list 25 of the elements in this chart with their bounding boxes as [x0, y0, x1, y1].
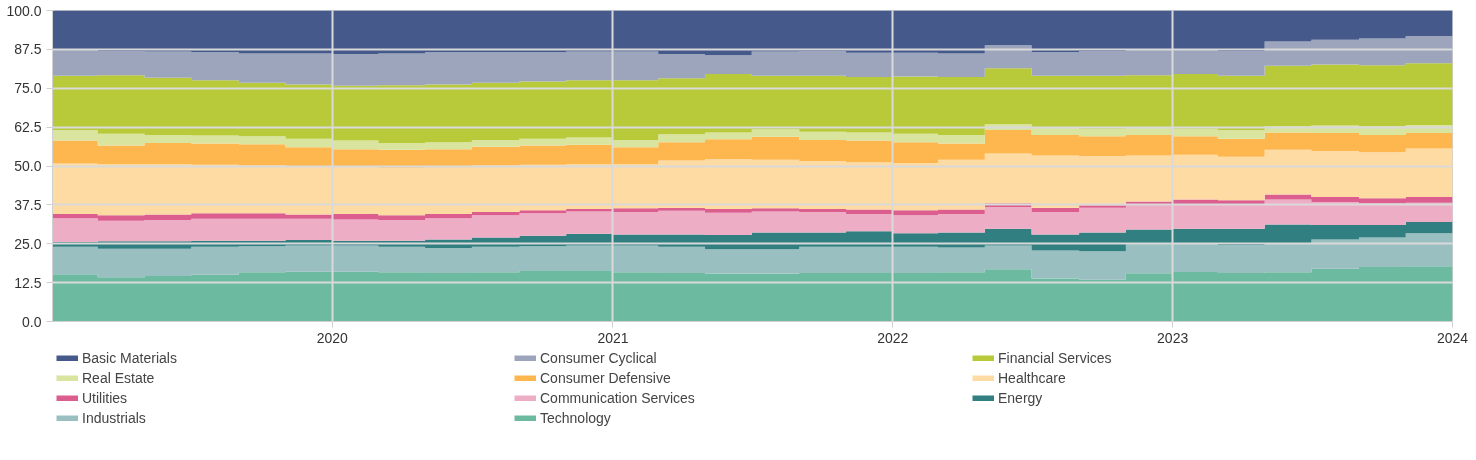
legend-label: Industrials [82, 409, 147, 427]
legend-label: Basic Materials [82, 349, 178, 367]
x-tick-label: 2022 [877, 329, 909, 346]
y-tick-label: 0.0 [22, 313, 42, 330]
y-tick-label: 75.0 [14, 80, 42, 97]
legend-label: Real Estate [82, 369, 156, 387]
x-tick-label: 2021 [597, 329, 629, 346]
y-tick-label: 87.5 [14, 41, 42, 58]
legend-label: Financial Services [998, 349, 1113, 367]
legend-label: Consumer Cyclical [540, 349, 658, 367]
y-tick-label: 50.0 [14, 158, 42, 174]
x-tick-label: 2023 [1157, 329, 1189, 346]
legend-label: Healthcare [998, 369, 1067, 387]
x-tick-label: 2020 [316, 329, 349, 346]
legend-label: Energy [998, 389, 1044, 407]
legend-label: Communication Services [540, 389, 696, 407]
y-tick-label: 12.5 [14, 274, 42, 291]
y-tick-label: 100.0 [6, 2, 42, 19]
y-tick-label: 25.0 [14, 235, 42, 252]
y-tick-label: 62.5 [14, 119, 42, 136]
legend-label: Technology [540, 409, 612, 427]
x-tick-label: 2024 [1436, 329, 1469, 346]
legend-label: Utilities [82, 389, 129, 407]
y-tick-label: 37.5 [14, 196, 42, 213]
legend-label: Consumer Defensive [540, 369, 672, 387]
